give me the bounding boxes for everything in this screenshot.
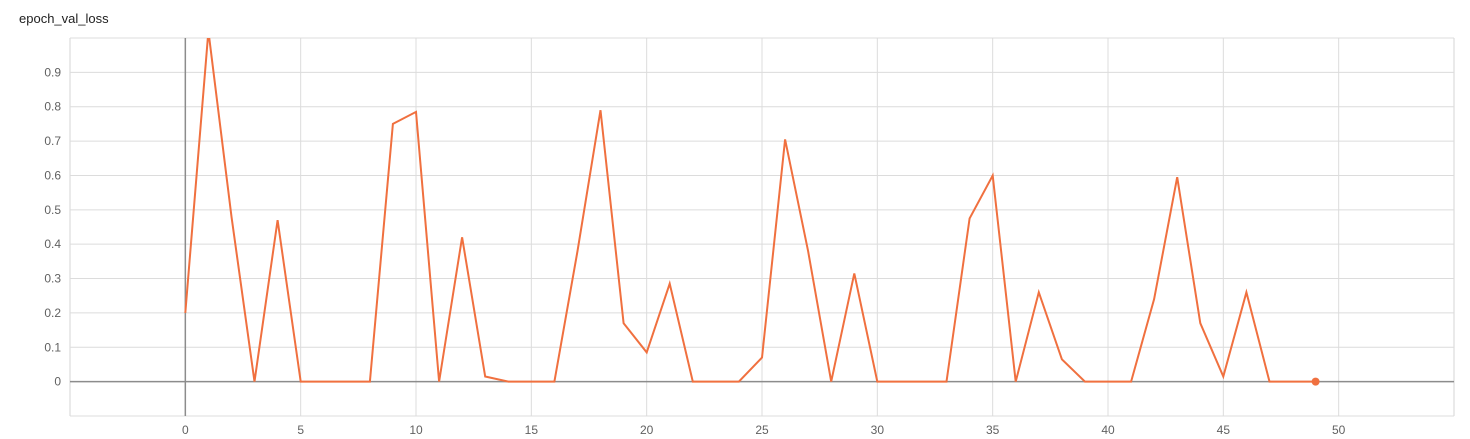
data-point — [761, 357, 763, 359]
data-point — [530, 381, 532, 383]
data-point — [207, 30, 209, 32]
data-point — [830, 381, 832, 383]
last-data-point — [1311, 377, 1320, 386]
data-point — [876, 381, 878, 383]
data-point — [738, 381, 740, 383]
x-tick-label: 45 — [1217, 423, 1231, 437]
x-tick-label: 50 — [1332, 423, 1346, 437]
series-group — [184, 30, 1320, 386]
data-point — [461, 236, 463, 238]
data-point — [922, 381, 924, 383]
y-tick-label: 0.1 — [44, 340, 61, 354]
data-point — [277, 219, 279, 221]
y-tick-label: 0.3 — [44, 272, 61, 286]
data-point — [899, 381, 901, 383]
data-point — [1199, 322, 1201, 324]
series-line — [184, 38, 1316, 383]
data-point — [1268, 381, 1270, 383]
data-point — [323, 381, 325, 383]
data-point — [715, 381, 717, 383]
x-tick-label: 20 — [640, 423, 654, 437]
data-point — [1245, 291, 1247, 293]
x-tick-label: 35 — [986, 423, 1000, 437]
data-point — [1292, 381, 1294, 383]
y-tick-label: 0.7 — [44, 134, 61, 148]
y-tick-label: 0.5 — [44, 203, 61, 217]
data-point — [784, 138, 786, 140]
x-tick-label: 0 — [182, 423, 189, 437]
data-point — [1061, 358, 1063, 360]
y-tick-label: 0.9 — [44, 65, 61, 79]
data-point — [415, 111, 417, 113]
tick-labels: 0 0.1 0.2 0.3 0.4 0.5 0.6 0.7 0.8 0.9 0 5 10 15 20 25 30… — [44, 65, 1345, 437]
x-tick-label: 15 — [525, 423, 539, 437]
data-point — [300, 381, 302, 383]
data-point — [1130, 381, 1132, 383]
y-tick-label: 0.8 — [44, 100, 61, 114]
data-point — [369, 381, 371, 383]
data-point — [646, 351, 648, 353]
data-point — [553, 381, 555, 383]
data-point — [623, 322, 625, 324]
y-tick-label: 0.4 — [44, 237, 61, 251]
data-point — [230, 216, 232, 218]
data-point — [969, 217, 971, 219]
data-point — [1015, 381, 1017, 383]
data-point — [669, 283, 671, 285]
data-point — [576, 250, 578, 252]
data-point — [346, 381, 348, 383]
data-point — [507, 381, 509, 383]
data-point — [254, 381, 256, 383]
data-point — [1038, 291, 1040, 293]
data-point — [1176, 176, 1178, 178]
x-tick-label: 10 — [409, 423, 423, 437]
y-tick-label: 0.2 — [44, 306, 61, 320]
data-point — [484, 375, 486, 377]
chart-title: epoch_val_loss — [19, 11, 109, 26]
data-point — [1153, 298, 1155, 300]
y-tick-label: 0.6 — [44, 168, 61, 182]
y-tick-label: 0 — [54, 375, 61, 389]
data-point — [184, 312, 186, 314]
data-point — [1222, 375, 1224, 377]
data-point — [1084, 381, 1086, 383]
data-point — [946, 381, 948, 383]
data-point — [1107, 381, 1109, 383]
data-point — [692, 381, 694, 383]
data-point — [853, 272, 855, 274]
data-point — [392, 123, 394, 125]
x-tick-label: 30 — [871, 423, 885, 437]
x-tick-label: 25 — [755, 423, 769, 437]
x-tick-label: 40 — [1101, 423, 1115, 437]
data-point — [438, 381, 440, 383]
data-point — [992, 174, 994, 176]
data-point — [807, 250, 809, 252]
data-point — [600, 109, 602, 111]
x-tick-label: 5 — [297, 423, 304, 437]
